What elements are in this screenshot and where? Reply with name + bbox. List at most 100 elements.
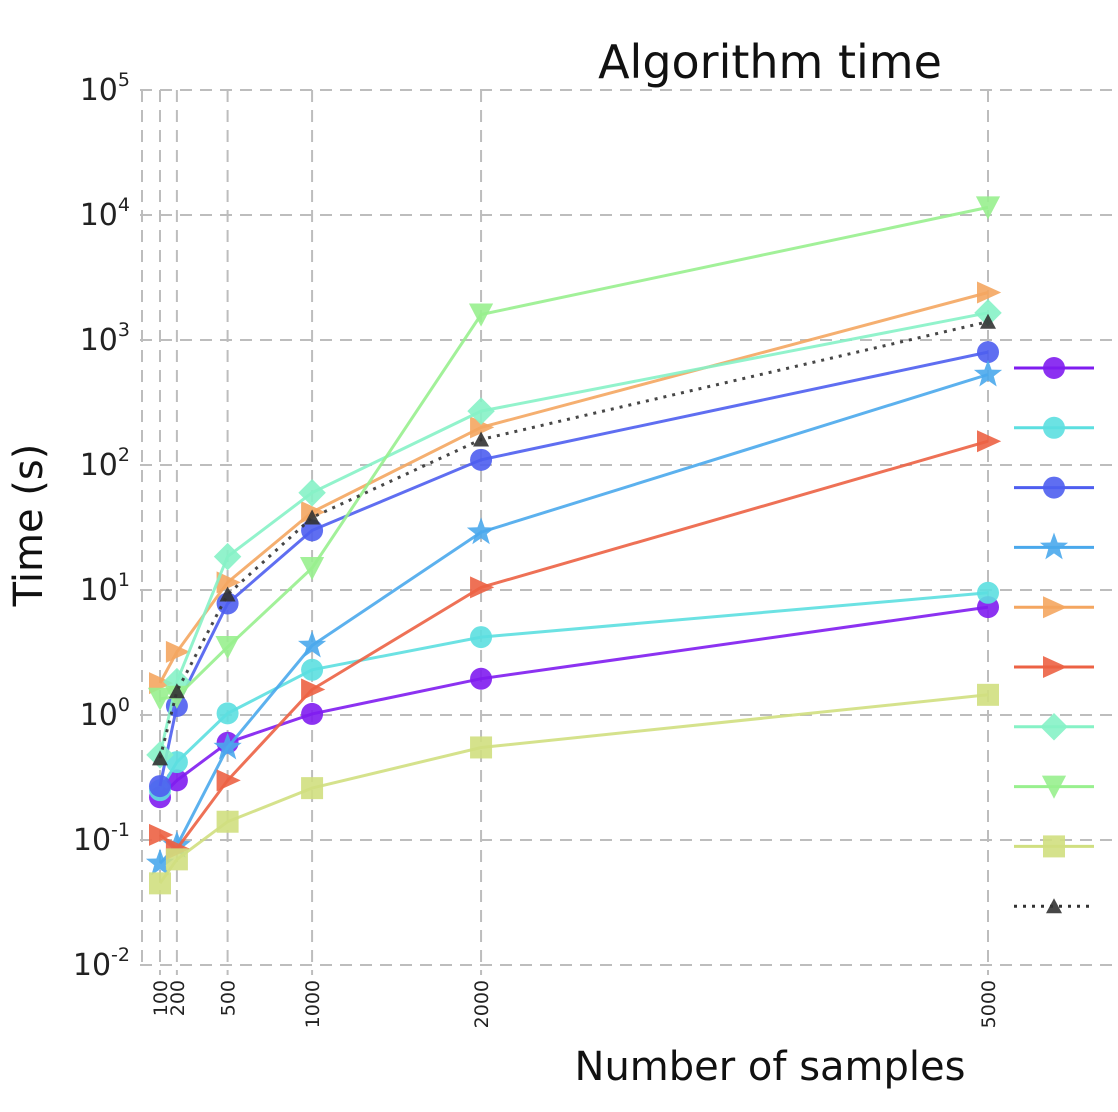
data-point [165,640,191,663]
data-point [216,571,241,594]
data-point [470,416,495,439]
data-point [980,313,996,329]
legend-entry-7 [1014,713,1094,741]
data-point [470,448,493,471]
legend-entry-1 [1014,357,1094,379]
data-point [977,341,999,364]
series-9 [149,683,999,895]
data-point [301,702,324,725]
data-point [1043,416,1065,439]
legend-entry-8 [1014,775,1094,799]
data-point [470,736,493,759]
data-point [975,196,1001,220]
series-7 [146,299,1002,769]
data-point [1043,357,1065,379]
data-point [468,303,494,327]
data-point [466,517,496,545]
chart-title: Algorithm time [598,35,942,89]
y-tick-label: 102 [80,444,130,483]
legend-entry-9 [1014,835,1094,858]
data-point [215,635,240,660]
data-point [1039,532,1069,560]
x-axis-label: Number of samples [575,1044,966,1090]
data-point [147,687,173,711]
data-point [301,658,324,681]
data-point [298,478,326,507]
series-line [158,605,989,799]
data-point [216,702,239,725]
data-point [165,769,188,792]
data-point [304,509,321,525]
y-tick-label: 101 [80,569,130,608]
data-point [216,769,241,792]
data-point [213,732,242,760]
x-tick-label: 200 [167,980,189,1016]
series-line [158,350,989,787]
data-point [1040,713,1068,741]
data-point [301,777,324,800]
data-point [977,683,999,706]
data-point [977,281,1002,304]
data-point [1043,596,1068,619]
legend-entry-4 [1014,532,1094,560]
series-6 [149,430,1002,860]
y-tick-label: 10-1 [73,819,130,858]
data-point [149,775,171,798]
series-8 [147,196,1001,711]
series-line [158,591,989,792]
x-tick-label: 5000 [978,980,1000,1028]
data-point [301,678,326,701]
y-axis-label: Time (s) [6,444,52,608]
data-point [977,430,1002,453]
x-tick-label: 2000 [471,980,493,1028]
data-point [1041,775,1067,799]
series-2 [149,581,999,802]
data-point [977,581,999,604]
data-point [470,667,493,690]
data-point [216,810,239,833]
data-point [152,750,168,766]
data-point [1043,835,1065,858]
series-4 [145,359,1003,876]
legend-entry-10 [1014,898,1094,914]
series-5 [149,281,1002,695]
data-point [473,431,490,447]
series-10 [152,313,996,766]
data-point [1043,656,1068,678]
data-point [1046,898,1062,914]
data-point [149,872,171,895]
data-point [145,848,175,876]
y-tick-label: 104 [80,194,130,233]
y-tick-label: 105 [80,69,130,108]
data-point [168,683,185,699]
data-series [145,196,1003,895]
series-line [158,320,989,759]
data-point [165,848,188,871]
legend-entry-2 [1014,416,1094,439]
data-point [149,823,174,846]
legend-entry-3 [1014,476,1094,499]
data-point [301,519,324,542]
data-point [213,542,242,571]
data-point [470,576,495,599]
x-tick-label: 500 [218,980,240,1016]
series-line [158,373,989,865]
y-tick-labels: 105 104 103 102 101 100 10-1 10-2 [73,69,130,983]
data-point [470,626,493,649]
data-point [1043,476,1065,499]
data-point [298,630,327,658]
data-point [973,359,1003,387]
x-tick-label: 1000 [302,980,324,1028]
data-point [219,586,236,602]
x-tick-label: 100 [150,980,172,1016]
y-tick-label: 100 [80,694,130,733]
y-tick-label: 10-2 [73,944,130,983]
data-point [974,299,1002,327]
legend [1014,357,1094,914]
y-tick-label: 103 [80,319,130,358]
data-point [299,556,325,581]
data-point [467,397,495,425]
legend-entry-5 [1014,596,1094,619]
